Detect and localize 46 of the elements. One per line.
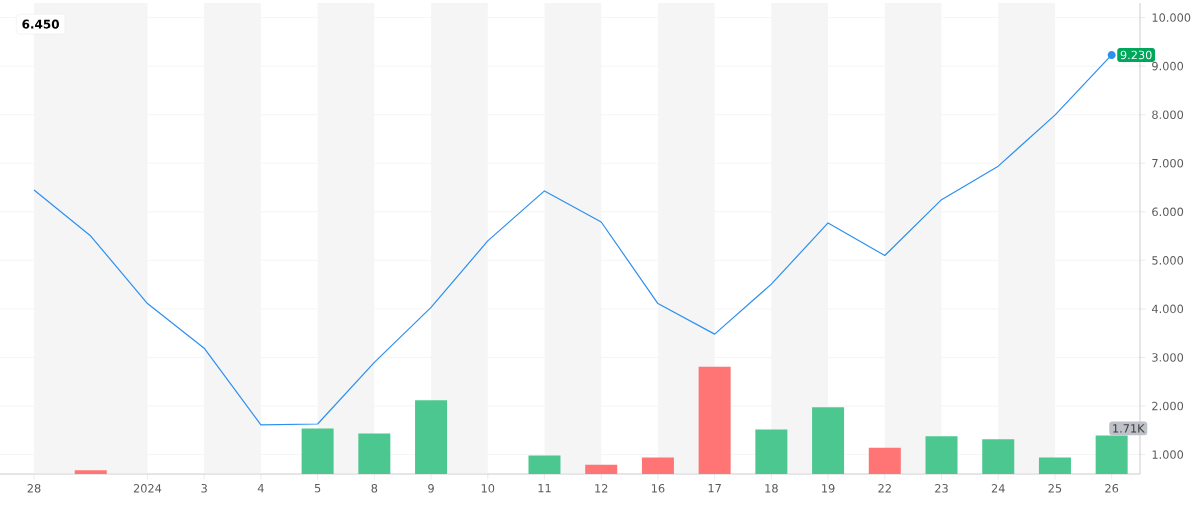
y-tick-label: 7.000 (1152, 158, 1184, 168)
x-tick-label: 4 (257, 484, 264, 493)
x-tick-label: 22 (878, 484, 891, 493)
y-tick-label: 3.000 (1152, 353, 1184, 362)
y-tick-label: 9.000 (1152, 61, 1184, 71)
y-tick-label: 4.000 (1151, 304, 1184, 314)
y-tick-label: 10.000 (1152, 13, 1191, 22)
data-label: 9.230 (1120, 50, 1152, 60)
bar (812, 407, 845, 474)
x-tick-label: 28 (27, 484, 41, 493)
x-tick-label: 24 (991, 484, 1005, 493)
bar (301, 428, 334, 474)
x-tick-label: 9 (428, 484, 434, 493)
y-tick-label: 1.000 (1152, 450, 1184, 459)
annotation: 6.450 (22, 19, 59, 29)
bar (585, 464, 618, 474)
bar (755, 429, 788, 474)
x-tick-label: 10 (481, 484, 495, 493)
x-tick-label: 23 (935, 484, 948, 493)
x-tick-label: 16 (651, 484, 665, 493)
bar (415, 400, 448, 474)
bar (528, 455, 561, 474)
x-tick-label: 8 (371, 484, 378, 493)
bar (925, 436, 958, 474)
bar (641, 457, 674, 474)
x-tick-label: 2024 (133, 484, 162, 493)
bar (358, 433, 391, 474)
y-tick-label: 6.000 (1152, 207, 1184, 217)
bar (74, 470, 107, 474)
x-tick-label: 5 (314, 484, 321, 493)
y-tick-label: 8.000 (1152, 110, 1184, 119)
x-tick-label: 17 (708, 484, 721, 493)
x-tick-label: 18 (765, 484, 778, 493)
x-tick-label: 12 (595, 484, 608, 493)
bar (1038, 457, 1071, 474)
x-tick-label: 19 (822, 484, 835, 493)
y-tick-label: 5.000 (1152, 256, 1184, 265)
x-tick-label: 26 (1105, 484, 1119, 493)
bar (868, 447, 901, 474)
y-tick-label: 2.000 (1152, 401, 1184, 411)
data-label: 1.71K (1113, 424, 1145, 433)
x-tick-label: 11 (538, 484, 551, 493)
bar (698, 366, 731, 474)
x-tick-label: 25 (1048, 484, 1062, 493)
bar (982, 439, 1015, 474)
x-tick-label: 3 (201, 484, 207, 493)
